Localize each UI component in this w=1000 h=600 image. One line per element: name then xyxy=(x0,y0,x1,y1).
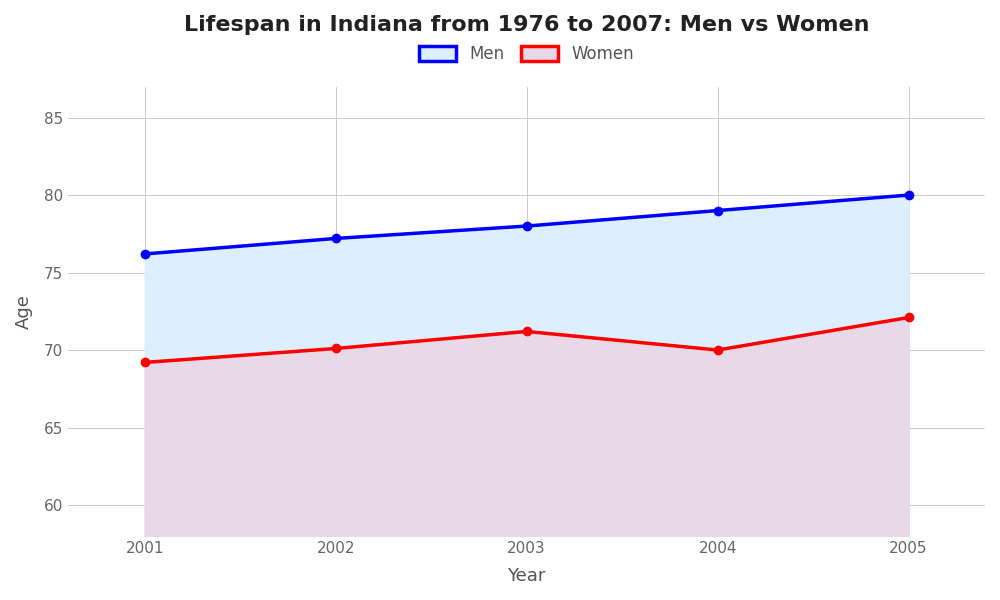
Title: Lifespan in Indiana from 1976 to 2007: Men vs Women: Lifespan in Indiana from 1976 to 2007: M… xyxy=(184,15,869,35)
X-axis label: Year: Year xyxy=(507,567,546,585)
Y-axis label: Age: Age xyxy=(15,294,33,329)
Legend: Men, Women: Men, Women xyxy=(411,37,642,71)
